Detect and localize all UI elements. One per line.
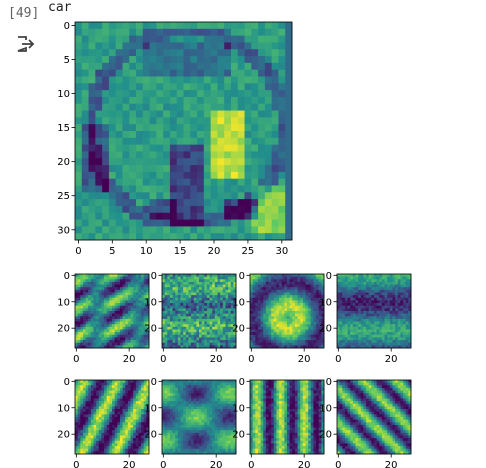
feature-map-7-xtick-label: 20: [298, 460, 311, 468]
main-xtick-label: 25: [242, 246, 255, 257]
feature-map-6-xtick-label: 20: [210, 460, 223, 468]
feature-map-1-xtick-label: 20: [123, 354, 136, 365]
feature-map-2-xtick-label: 20: [210, 354, 223, 365]
feature-map-8-frame: [336, 379, 412, 455]
feature-map-1-ytick-label: 20: [57, 324, 70, 335]
feature-map-6-cells: [162, 380, 237, 455]
feature-map-2-xtick-label: 0: [160, 354, 166, 365]
feature-map-5-ytick-label: 10: [57, 403, 70, 414]
feature-map-4-ytick-label: 0: [326, 271, 332, 282]
feature-map-1-xtick-label: 0: [73, 354, 79, 365]
feature-map-4-xtick-label: 0: [335, 354, 341, 365]
feature-map-2-ytick-label: 20: [144, 324, 157, 335]
main-ytick-label: 25: [57, 191, 70, 202]
feature-map-7-frame: [249, 379, 325, 455]
feature-map-7-ytick-label: 0: [239, 377, 245, 388]
feature-map-4-ytick-label: 20: [319, 324, 332, 335]
feature-map-7-xtick-label: 0: [248, 460, 254, 468]
feature-map-1-frame: [74, 273, 150, 349]
feature-map-4-frame: [336, 273, 412, 349]
feature-map-8-xtick-label: 0: [335, 460, 341, 468]
main-ytick-label: 5: [64, 55, 70, 66]
feature-map-6-ytick-label: 20: [144, 430, 157, 441]
feature-map-4-cells: [337, 274, 412, 349]
feature-map-3-ytick-label: 20: [232, 324, 245, 335]
feature-map-5-xtick-label: 0: [73, 460, 79, 468]
feature-map-7-cells: [250, 380, 325, 455]
feature-map-1-ytick-label: 0: [64, 271, 70, 282]
feature-map-5-ytick-label: 0: [64, 377, 70, 388]
feature-map-8-ytick-label: 0: [326, 377, 332, 388]
feature-map-4-xtick-label: 20: [385, 354, 398, 365]
main-xtick-label: 20: [208, 246, 221, 257]
feature-map-3-ytick-label: 10: [232, 297, 245, 308]
feature-map-8-cells: [337, 380, 412, 455]
main-xtick-label: 10: [140, 246, 153, 257]
feature-map-6-frame: [161, 379, 237, 455]
feature-map-6-ytick-label: 10: [144, 403, 157, 414]
main-image-frame: [74, 21, 293, 241]
feature-map-4-ytick-label: 10: [319, 297, 332, 308]
feature-map-8-ytick-label: 10: [319, 403, 332, 414]
execution-count: [49]: [8, 6, 40, 21]
output-redirect-icon[interactable]: [15, 34, 35, 54]
main-heatmap-cells: [75, 22, 293, 241]
feature-map-2-frame: [161, 273, 237, 349]
main-ytick-label: 20: [57, 157, 70, 168]
feature-map-3-cells: [250, 274, 325, 349]
feature-map-7-ytick-label: 10: [232, 403, 245, 414]
feature-map-3-ytick-label: 0: [239, 271, 245, 282]
feature-map-7-ytick-label: 20: [232, 430, 245, 441]
feature-map-1-cells: [75, 274, 150, 349]
feature-map-3-xtick-label: 20: [298, 354, 311, 365]
main-xtick-label: 15: [174, 246, 187, 257]
feature-map-2-cells: [162, 274, 237, 349]
main-xtick-label: 0: [75, 246, 81, 257]
main-ytick-label: 0: [64, 21, 70, 32]
feature-map-5-frame: [74, 379, 150, 455]
feature-map-2-ytick-label: 10: [144, 297, 157, 308]
feature-map-1-ytick-label: 10: [57, 297, 70, 308]
feature-map-8-ytick-label: 20: [319, 430, 332, 441]
main-ytick-label: 30: [57, 225, 70, 236]
feature-map-2-ytick-label: 0: [151, 271, 157, 282]
feature-map-3-xtick-label: 0: [248, 354, 254, 365]
main-ytick-label: 15: [57, 123, 70, 134]
feature-map-3-frame: [249, 273, 325, 349]
feature-map-5-ytick-label: 20: [57, 430, 70, 441]
feature-map-5-xtick-label: 20: [123, 460, 136, 468]
main-ytick-label: 10: [57, 89, 70, 100]
feature-map-6-ytick-label: 0: [151, 377, 157, 388]
feature-map-5-cells: [75, 380, 150, 455]
main-xtick-label: 5: [109, 246, 115, 257]
feature-map-6-xtick-label: 0: [160, 460, 166, 468]
feature-map-8-xtick-label: 20: [385, 460, 398, 468]
main-xtick-label: 30: [275, 246, 288, 257]
printed-label: car: [48, 0, 72, 15]
